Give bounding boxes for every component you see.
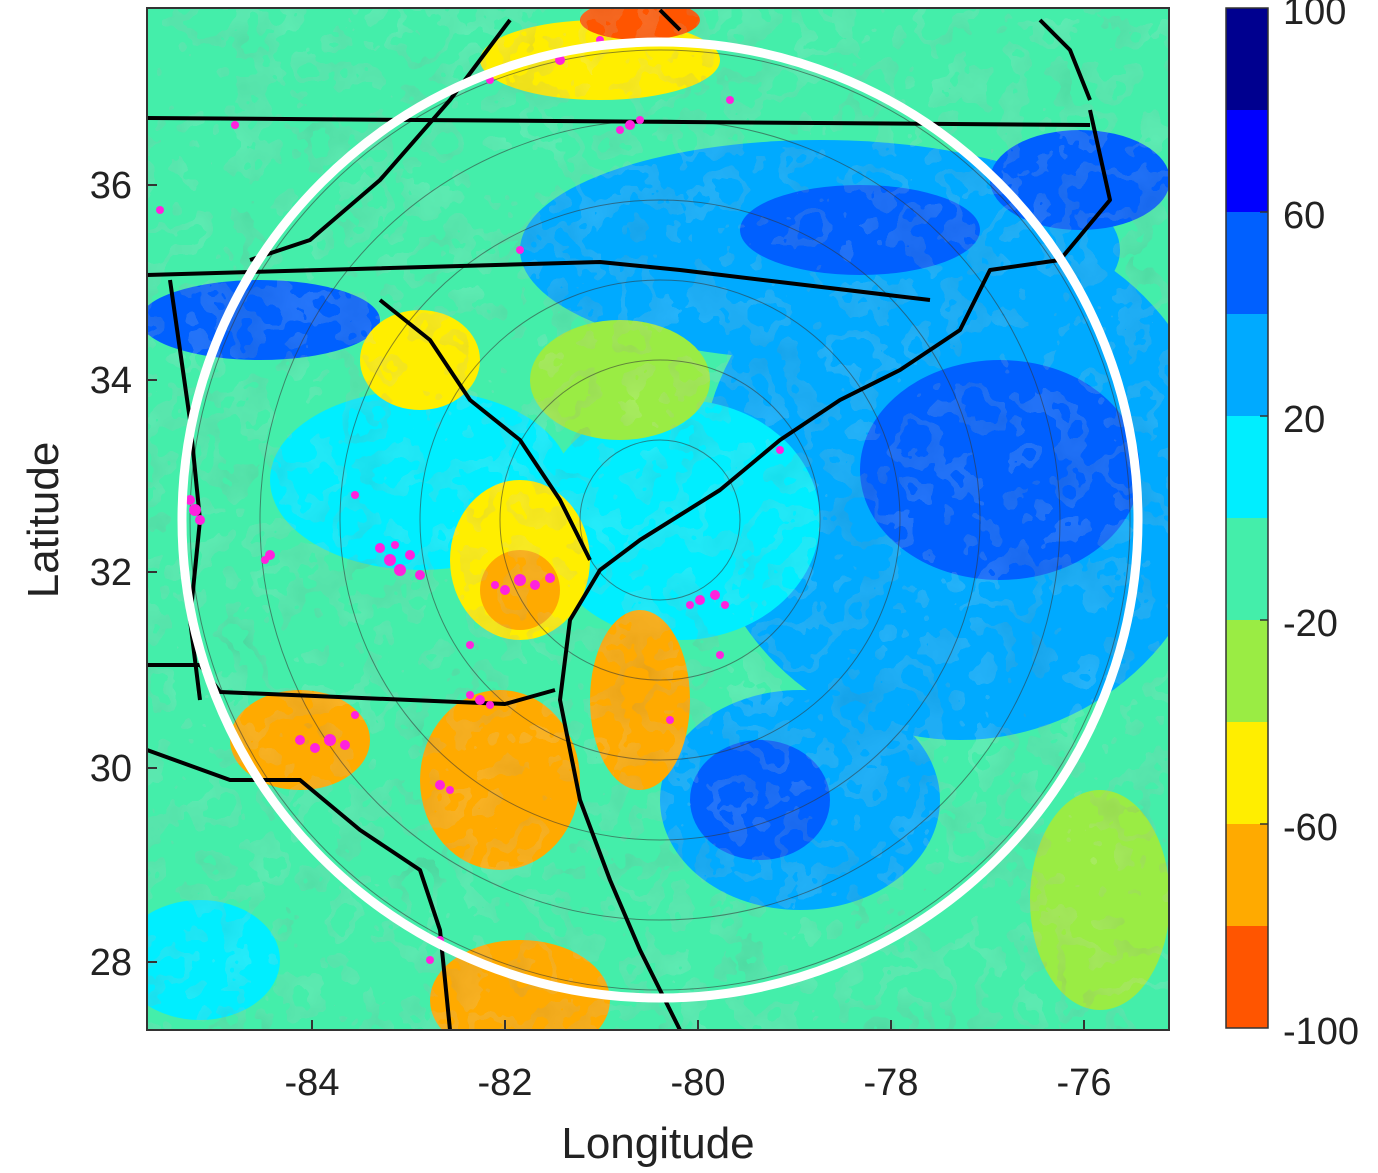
colorbar-band [1226, 314, 1268, 416]
colorbar-ticks [1260, 211, 1268, 825]
colorbar-band [1226, 518, 1268, 620]
colorbar-band [1226, 824, 1268, 926]
range-circle [177, 37, 1143, 1003]
y-tick-label: 28 [90, 942, 132, 984]
x-tick-label: -76 [1057, 1062, 1112, 1104]
colorbar-band [1226, 8, 1268, 110]
colorbar-label: -20 [1283, 603, 1338, 645]
x-tick-label: -80 [671, 1062, 726, 1104]
x-tick-label: -84 [285, 1062, 340, 1104]
y-tick-labels: 36 34 32 30 28 [90, 165, 132, 984]
x-tick-label: -78 [864, 1062, 919, 1104]
colorbar-labels: 100 60 20 -20 -60 -100 [1283, 0, 1359, 1053]
colorbar-frame [1225, 7, 1269, 1029]
colorbar-band [1226, 926, 1268, 1028]
colorbar-label: 60 [1283, 195, 1325, 237]
observation-points [156, 36, 784, 964]
y-tick-label: 32 [90, 552, 132, 594]
y-tick-label: 30 [90, 748, 132, 790]
colorbar-band [1226, 416, 1268, 518]
y-tick-label: 34 [90, 360, 132, 402]
colorbar-label: -100 [1283, 1011, 1359, 1053]
plot-area [147, 8, 1169, 1030]
colorbar-band [1226, 212, 1268, 314]
coastline-and-borders [147, 8, 1112, 1030]
colorbar-bands [1226, 8, 1268, 1028]
colorbar-band [1226, 620, 1268, 722]
y-ticks [147, 184, 157, 963]
plot-frame [146, 7, 1170, 1031]
colorbar-band [1226, 110, 1268, 212]
x-ticks [311, 1020, 1085, 1030]
colorbar-band [1226, 722, 1268, 824]
x-tick-labels: -84 -82 -80 -78 -76 [285, 1062, 1112, 1104]
colorbar: 100 60 20 -20 -60 -100 [1225, 0, 1359, 1053]
x-tick-label: -82 [478, 1062, 533, 1104]
colorbar-label: 20 [1283, 399, 1325, 441]
colorbar-label: -60 [1283, 807, 1338, 849]
y-tick-label: 36 [90, 165, 132, 207]
field-speckle [147, 8, 1169, 1030]
y-axis-label: Latitude [19, 442, 68, 599]
colorbar-label: 100 [1283, 0, 1346, 33]
x-axis-label: Longitude [561, 1119, 754, 1168]
